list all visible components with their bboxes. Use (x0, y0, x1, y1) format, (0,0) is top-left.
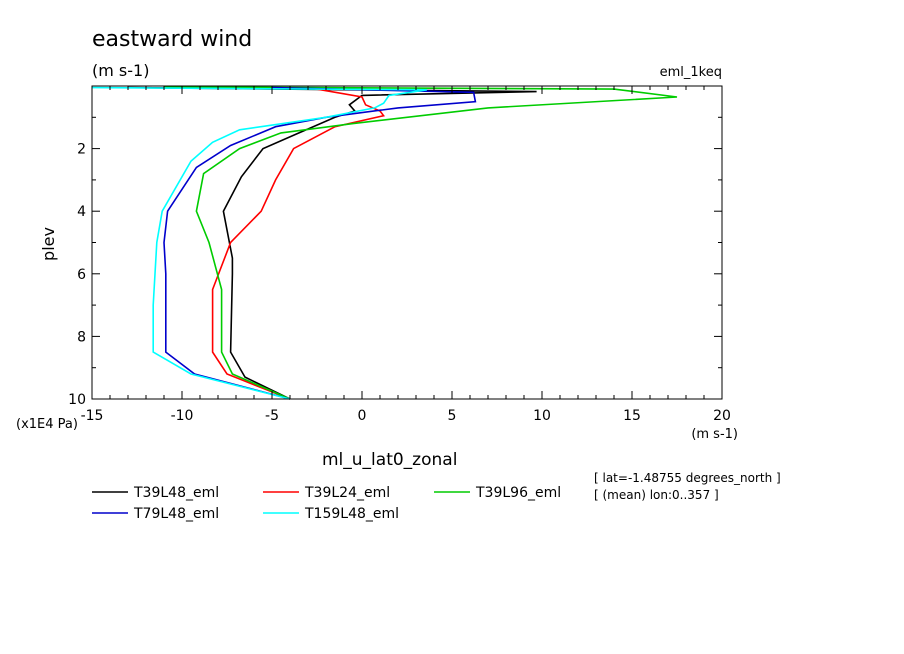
dataset-label: eml_1keq (660, 65, 722, 80)
y-tick-label: 2 (77, 142, 86, 158)
series-line-t39l96-eml (163, 86, 678, 400)
legend-label: T39L24_eml (304, 485, 390, 501)
chart-title: eastward wind (92, 27, 252, 52)
series-layer (91, 86, 678, 400)
x-tick-label: -5 (265, 408, 279, 424)
info-line-lat: [ lat=-1.48755 degrees_north ] (594, 471, 781, 485)
y-tick-label: 10 (68, 392, 86, 408)
y-tick-label: 8 (77, 329, 86, 345)
x-axis-label: ml_u_lat0_zonal (322, 450, 457, 470)
axis-layer: -15 -10 -5 0 5 10 15 20 2 4 6 8 10 (68, 86, 731, 424)
y-tick-label: 4 (77, 204, 86, 220)
x-tick-label: 5 (448, 408, 457, 424)
y-tick-label: 6 (77, 267, 86, 283)
plot-frame (91, 85, 723, 400)
x-tick-label: -15 (81, 408, 104, 424)
series-line-t159l48-eml (91, 86, 427, 400)
x-tick-label: 0 (358, 408, 367, 424)
x-tick-label: 10 (533, 408, 551, 424)
x-tick-label: -10 (171, 408, 194, 424)
info-line-lon: [ (mean) lon:0..357 ] (594, 488, 719, 502)
legend-label: T79L48_eml (133, 506, 219, 522)
y-axis-units: (x1E4 Pa) (16, 417, 78, 432)
legend-label: T39L48_eml (133, 485, 219, 501)
chart-units: (m s-1) (92, 61, 149, 80)
legend-label: T159L48_eml (304, 506, 399, 522)
y-axis-label: plev (39, 227, 58, 261)
series-line-t39l24-eml (211, 86, 385, 400)
series-line-t79l48-eml (163, 86, 477, 400)
series-line-t39l48-eml (127, 86, 537, 400)
legend-label: T39L96_eml (475, 485, 561, 501)
x-tick-label: 15 (623, 408, 641, 424)
legend: T39L48_eml T39L24_eml T39L96_eml T79L48_eml… (92, 485, 561, 522)
x-tick-label: 20 (713, 408, 731, 424)
x-axis-units: (m s-1) (691, 427, 738, 442)
